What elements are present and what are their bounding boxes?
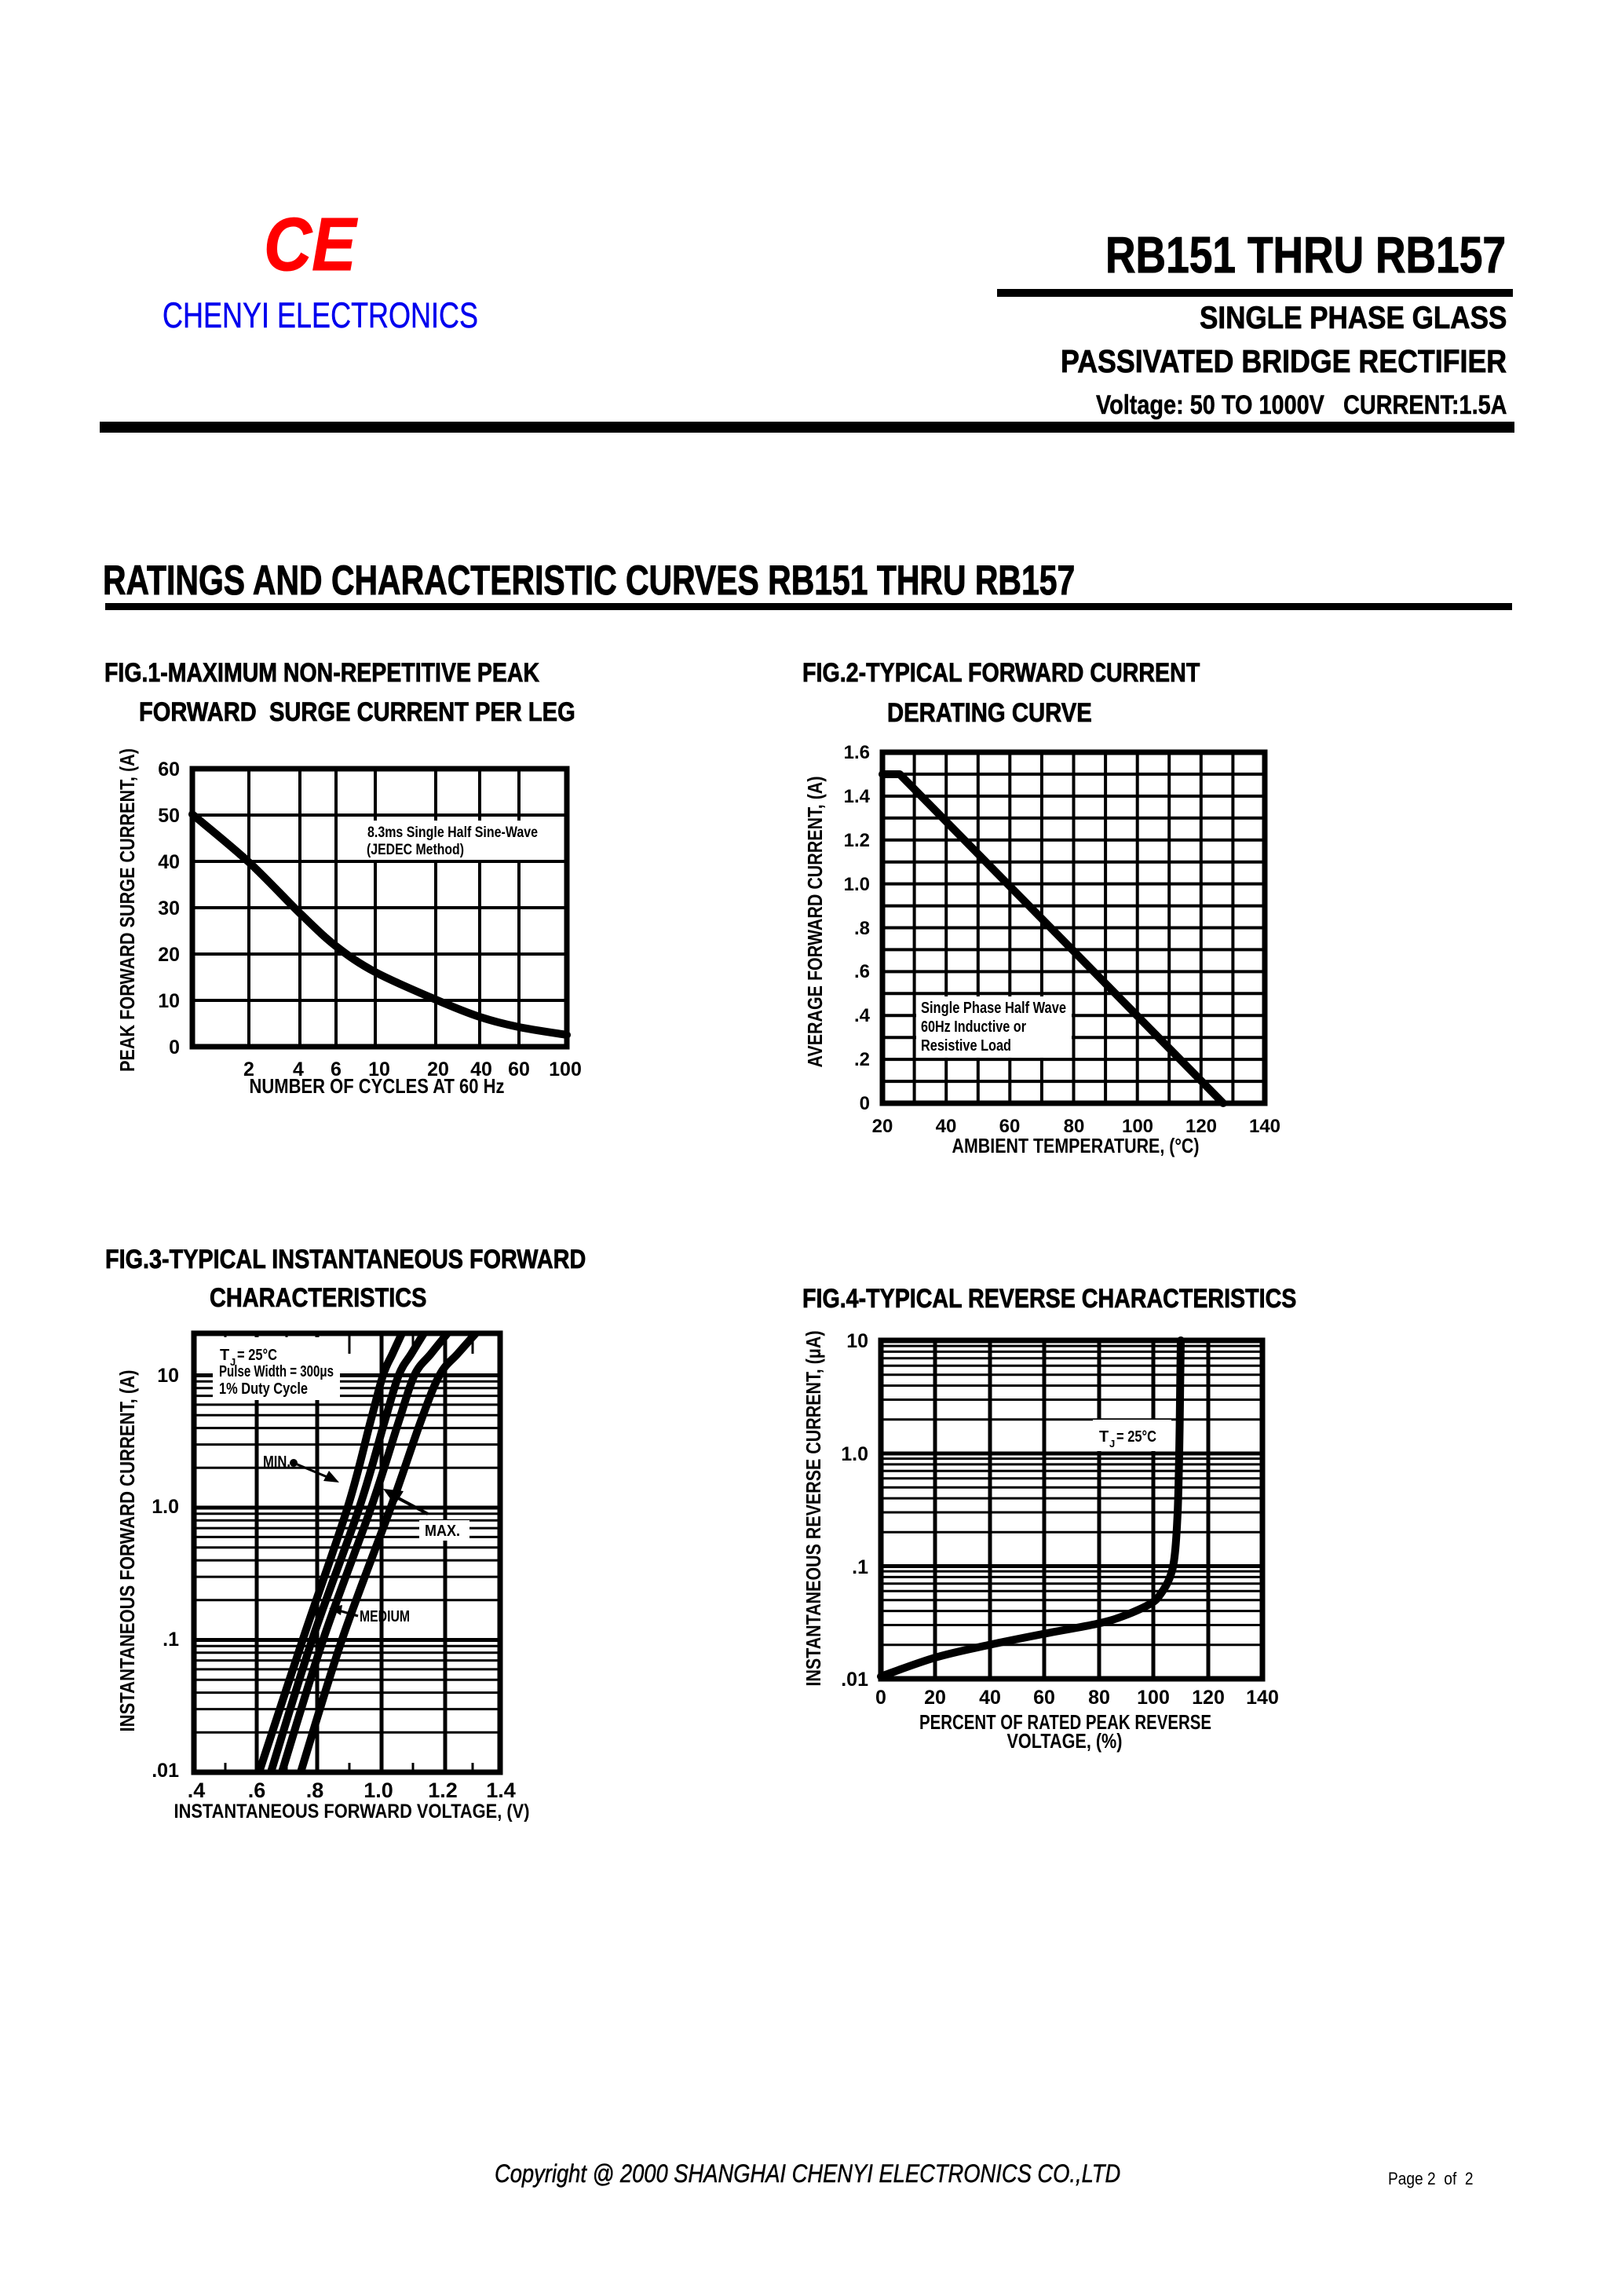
svg-text:20: 20 — [427, 1058, 449, 1080]
svg-text:1.4: 1.4 — [486, 1779, 516, 1802]
svg-text:.01: .01 — [841, 1669, 868, 1691]
svg-text:1.0: 1.0 — [844, 874, 870, 895]
svg-text:.1: .1 — [163, 1629, 179, 1651]
svg-text:100: 100 — [549, 1058, 582, 1080]
svg-text:2: 2 — [243, 1058, 254, 1080]
svg-text:0: 0 — [860, 1093, 870, 1114]
svg-text:J: J — [230, 1356, 236, 1368]
svg-text:1.4: 1.4 — [844, 786, 871, 807]
svg-text:60: 60 — [999, 1116, 1021, 1137]
svg-text:8.3ms Single Half Sine-Wave: 8.3ms Single Half Sine-Wave — [367, 824, 538, 841]
svg-text:60: 60 — [508, 1058, 530, 1080]
svg-text:20: 20 — [924, 1687, 946, 1709]
svg-text:20: 20 — [872, 1116, 893, 1137]
svg-text:(JEDEC Method): (JEDEC Method) — [367, 842, 464, 858]
svg-text:.1: .1 — [852, 1556, 868, 1578]
svg-text:AVERAGE FORWARD CURRENT, (A): AVERAGE FORWARD CURRENT, (A) — [803, 777, 827, 1068]
svg-text:Pulse Width = 300μs: Pulse Width = 300μs — [219, 1363, 334, 1380]
svg-text:40: 40 — [470, 1058, 492, 1080]
svg-text:.2: .2 — [854, 1049, 870, 1070]
svg-text:= 25°C: = 25°C — [237, 1347, 277, 1364]
svg-text:VOLTAGE, (%): VOLTAGE, (%) — [1007, 1729, 1123, 1753]
svg-text:MAX.: MAX. — [425, 1523, 460, 1540]
svg-text:INSTANTANEOUS FORWARD CURRENT,: INSTANTANEOUS FORWARD CURRENT, (A) — [115, 1370, 139, 1732]
svg-text:.8: .8 — [306, 1779, 324, 1802]
svg-text:AMBIENT TEMPERATURE, (°C): AMBIENT TEMPERATURE, (°C) — [952, 1134, 1200, 1157]
svg-text:PERCENT OF RATED PEAK REVERSE: PERCENT OF RATED PEAK REVERSE — [919, 1710, 1211, 1734]
svg-text:140: 140 — [1246, 1687, 1279, 1709]
svg-text:4: 4 — [293, 1058, 304, 1080]
svg-text:10: 10 — [157, 1365, 179, 1387]
svg-text:120: 120 — [1185, 1116, 1217, 1137]
svg-text:.4: .4 — [188, 1779, 206, 1802]
svg-text:1.2: 1.2 — [428, 1779, 458, 1802]
svg-text:= 25°C: = 25°C — [1116, 1428, 1156, 1446]
svg-text:INSTANTANEOUS FORWARD VOLTAGE,: INSTANTANEOUS FORWARD VOLTAGE, (V) — [174, 1801, 530, 1823]
svg-text:INSTANTANEOUS REVERSE CURRENT,: INSTANTANEOUS REVERSE CURRENT, (μA) — [802, 1331, 825, 1687]
svg-text:140: 140 — [1249, 1116, 1280, 1137]
svg-text:60: 60 — [1033, 1687, 1055, 1709]
svg-text:1.0: 1.0 — [363, 1779, 393, 1802]
svg-text:100: 100 — [1122, 1116, 1153, 1137]
svg-text:10: 10 — [368, 1058, 390, 1080]
svg-text:1.0: 1.0 — [152, 1496, 179, 1518]
svg-text:T: T — [1099, 1428, 1109, 1446]
svg-text:1% Duty Cycle: 1% Duty Cycle — [219, 1380, 308, 1398]
svg-text:6: 6 — [331, 1058, 342, 1080]
svg-text:10: 10 — [158, 990, 180, 1012]
svg-text:MIN.: MIN. — [263, 1453, 290, 1471]
svg-text:80: 80 — [1064, 1116, 1085, 1137]
svg-text:Resistive Load: Resistive Load — [921, 1037, 1011, 1055]
svg-text:.6: .6 — [854, 961, 870, 982]
svg-text:.01: .01 — [152, 1760, 179, 1782]
svg-text:20: 20 — [158, 944, 180, 966]
svg-text:100: 100 — [1137, 1687, 1170, 1709]
svg-text:0: 0 — [875, 1687, 886, 1709]
svg-text:NUMBER OF CYCLES AT 60 Hz: NUMBER OF CYCLES AT 60 Hz — [250, 1074, 505, 1098]
svg-text:80: 80 — [1088, 1687, 1110, 1709]
svg-text:40: 40 — [979, 1687, 1001, 1709]
svg-text:60Hz Inductive or: 60Hz Inductive or — [921, 1018, 1026, 1036]
svg-text:1.6: 1.6 — [844, 742, 870, 763]
svg-text:.8: .8 — [854, 918, 870, 939]
svg-text:.4: .4 — [854, 1005, 871, 1026]
svg-text:40: 40 — [158, 851, 180, 873]
svg-text:Single Phase Half Wave: Single Phase Half Wave — [921, 1000, 1066, 1017]
svg-text:T: T — [220, 1347, 229, 1364]
svg-text:J: J — [1109, 1438, 1115, 1450]
svg-text:50: 50 — [158, 805, 180, 827]
svg-text:1.2: 1.2 — [844, 830, 870, 851]
svg-text:10: 10 — [846, 1330, 868, 1352]
svg-text:0: 0 — [169, 1036, 180, 1058]
svg-text:MEDIUM: MEDIUM — [360, 1608, 410, 1625]
svg-text:.6: .6 — [248, 1779, 266, 1802]
svg-text:120: 120 — [1192, 1687, 1225, 1709]
svg-text:40: 40 — [936, 1116, 957, 1137]
svg-text:1.0: 1.0 — [841, 1443, 868, 1465]
svg-text:PEAK FORWARD SURGE CURRENT, (A: PEAK FORWARD SURGE CURRENT, (A) — [115, 748, 139, 1072]
svg-text:60: 60 — [158, 759, 180, 781]
svg-text:30: 30 — [158, 898, 180, 919]
